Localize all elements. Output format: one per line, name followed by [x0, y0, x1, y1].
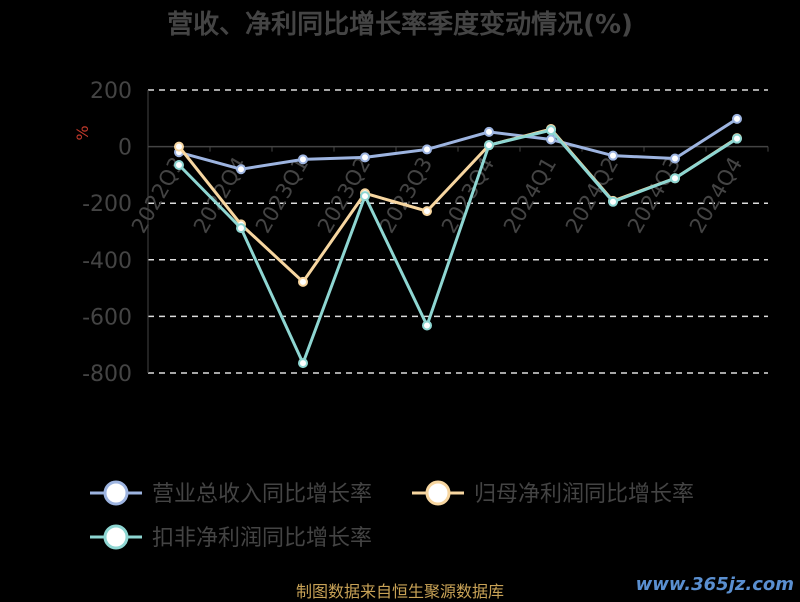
data-point	[670, 153, 680, 164]
legend-label: 营业总收入同比增长率	[152, 482, 372, 507]
data-point	[236, 164, 246, 175]
data-point	[732, 113, 742, 124]
watermark: www.365jz.com	[635, 574, 794, 595]
x-tick-label: 2024Q1	[499, 153, 561, 237]
data-point	[670, 173, 680, 184]
data-point	[608, 196, 618, 207]
y-tick-label: -600	[82, 305, 132, 330]
y-tick-label: -400	[82, 249, 132, 274]
data-point	[732, 133, 742, 144]
y-tick-label: -800	[82, 362, 132, 387]
data-point	[236, 223, 246, 234]
legend-swatch-marker	[425, 480, 451, 506]
data-point	[298, 154, 308, 165]
legend-label: 扣非净利润同比增长率	[152, 526, 372, 551]
y-tick-label: -200	[82, 192, 132, 217]
x-axis-ticks: 2022Q3 2022Q4 2023Q1 2023Q2 2023Q3 2023Q4 2024…	[127, 153, 747, 237]
data-point	[298, 358, 308, 369]
data-point	[546, 125, 556, 136]
data-point	[546, 134, 556, 145]
legend-label: 归母净利润同比增长率	[474, 482, 694, 507]
y-axis-unit: %	[73, 125, 92, 140]
legend-swatch-marker	[103, 480, 129, 506]
y-tick-label: 0	[118, 136, 132, 161]
data-point	[174, 141, 184, 152]
data-point	[484, 126, 494, 137]
legend-swatch-marker	[103, 524, 129, 550]
data-point	[360, 191, 370, 202]
source-footer: 制图数据来自恒生聚源数据库	[295, 582, 504, 601]
data-point	[608, 150, 618, 161]
data-point	[422, 206, 432, 217]
series-lines	[174, 113, 742, 369]
chart-title: 营收、净利同比增长率季度变动情况(%)	[167, 9, 633, 40]
data-point	[174, 159, 184, 170]
data-point	[422, 320, 432, 331]
y-axis-ticks: 200 0 -200 -400 -600 -800	[82, 79, 132, 387]
series-line-1	[178, 117, 738, 171]
grid	[147, 89, 769, 374]
y-tick-label: 200	[90, 79, 132, 104]
data-point	[298, 276, 308, 287]
data-point	[484, 140, 494, 151]
data-point	[422, 144, 432, 155]
data-point	[360, 152, 370, 163]
x-tick-label: 2024Q2	[561, 153, 623, 237]
x-tick-label: 2023Q3	[375, 153, 437, 237]
series-line-3	[177, 128, 738, 368]
